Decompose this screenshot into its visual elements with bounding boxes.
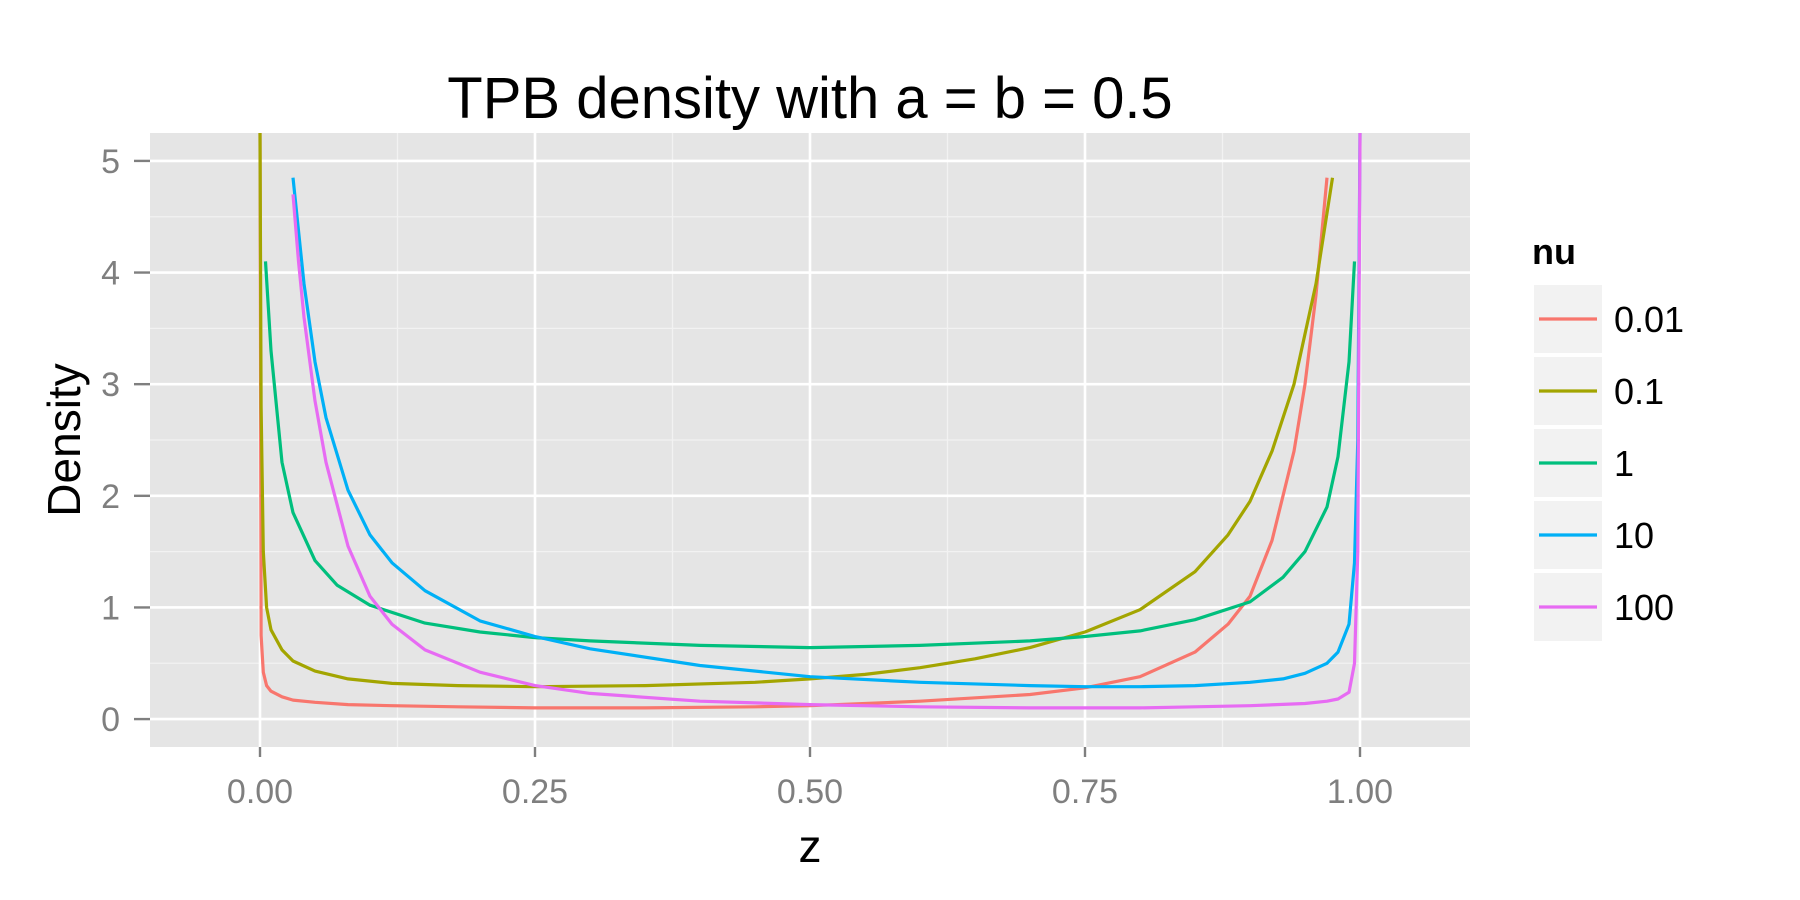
series-line-0.01 (258, 133, 1329, 710)
legend-label-10: 10 (1614, 515, 1654, 556)
y-tick-label: 3 (101, 366, 120, 404)
series-line-0.1 (258, 133, 1335, 689)
y-tick-label: 2 (101, 478, 120, 516)
x-tick-label: 0.50 (777, 773, 843, 811)
axis-ticks: 0.00 0.25 0.50 0.75 1.00 0 1 2 3 4 5 (101, 143, 1393, 811)
series-lines (258, 133, 1362, 710)
legend-label-1: 1 (1614, 443, 1634, 484)
series-line-10 (291, 133, 1362, 689)
y-tick-label: 4 (101, 255, 120, 293)
legend-label-0.1: 0.1 (1614, 371, 1664, 412)
y-tick-label: 1 (101, 589, 120, 627)
x-tick-label: 1.00 (1327, 773, 1393, 811)
x-tick-label: 0.75 (1052, 773, 1118, 811)
chart-title: TPB density with a = b = 0.5 (447, 66, 1172, 131)
legend-label-0.01: 0.01 (1614, 299, 1684, 340)
y-axis-title: Density (38, 363, 90, 516)
y-tick-label: 5 (101, 143, 120, 181)
legend-label-100: 100 (1614, 587, 1674, 628)
legend-title: nu (1532, 231, 1576, 272)
x-tick-label: 0.00 (227, 773, 293, 811)
legend: nu 0.01 0.1 1 10 100 (1532, 231, 1684, 641)
y-tick-label: 0 (101, 701, 120, 739)
x-axis-title: z (799, 820, 822, 872)
series-line-1 (263, 261, 1357, 650)
x-tick-label: 0.25 (502, 773, 568, 811)
series-line-100 (291, 133, 1362, 710)
